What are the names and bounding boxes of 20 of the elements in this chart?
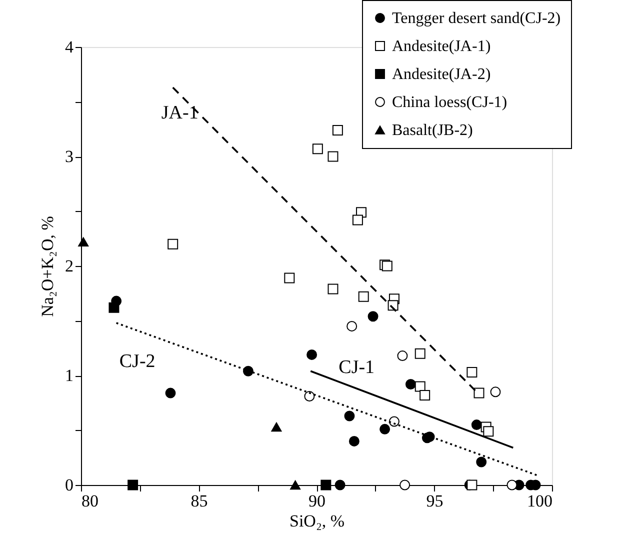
x-tick-label: 80: [82, 492, 98, 510]
series-label: CJ-1: [338, 357, 375, 378]
series-label: JA-1: [161, 102, 198, 124]
y-tick-label: 4: [65, 38, 74, 56]
y-tick-label: 1: [65, 366, 74, 385]
x-tick-label: 100: [527, 492, 552, 510]
y-tick-label: 2: [65, 256, 74, 276]
legend-label: Basalt(JB-2): [392, 122, 473, 139]
legend-label: Andesite(JA-1): [392, 38, 491, 55]
y-tick-label: 0: [65, 476, 74, 494]
legend-label: Tengger desert sand(CJ-2): [392, 10, 561, 27]
x-axis-title: SiO₂, %: [289, 512, 345, 530]
x-tick-label: 95: [426, 492, 444, 510]
legend-label: Andesite(JA-2): [392, 66, 491, 83]
y-axis-title: Na₂O+K₂O, %: [38, 216, 57, 317]
x-tick-label: 90: [308, 492, 326, 510]
x-tick-label: 85: [190, 492, 208, 510]
legend-label: China loess(CJ-1): [392, 94, 508, 111]
series-label: CJ-2: [119, 350, 156, 372]
y-tick-label: 3: [65, 147, 74, 166]
